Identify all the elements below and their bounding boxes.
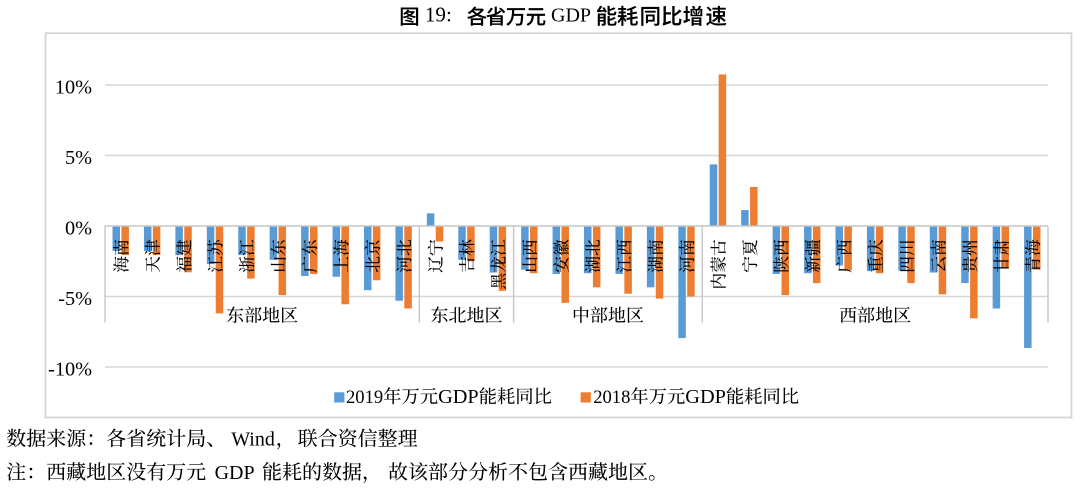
svg-text:-10%: -10% [48,359,92,381]
svg-text:5%: 5% [65,147,92,169]
svg-text:10%: 10% [55,77,92,99]
svg-text:GDP: GDP [438,386,479,408]
svg-text::: : [446,2,452,26]
svg-text:2018: 2018 [593,387,630,408]
svg-text:2019: 2019 [346,387,383,408]
svg-text:GDP: GDP [215,462,255,484]
svg-text:GDP: GDP [685,386,726,408]
svg-text:19: 19 [425,2,446,26]
svg-text:GDP: GDP [551,4,591,26]
svg-text:Wind: Wind [231,429,275,451]
svg-text:-5%: -5% [58,288,92,310]
svg-text:0%: 0% [65,218,92,240]
